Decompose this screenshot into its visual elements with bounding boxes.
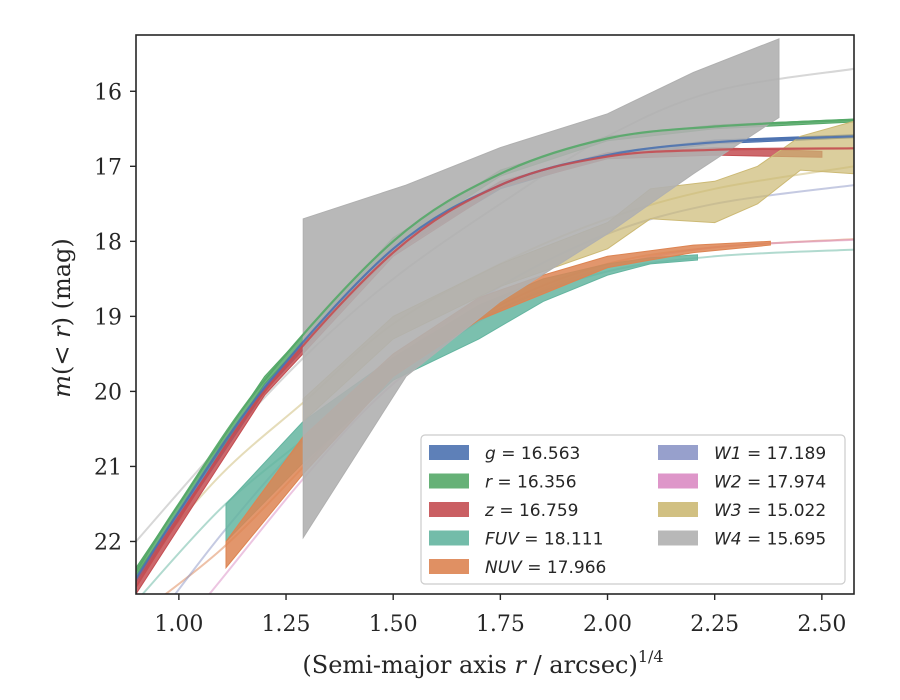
- legend-label-w4: W4 = 15.695: [714, 530, 826, 550]
- legend-label-r: r = 16.356: [485, 473, 577, 493]
- legend-label-w1: W1 = 17.189: [714, 444, 826, 464]
- legend-swatch-r: [429, 473, 469, 489]
- y-tick-label: 21: [94, 455, 122, 480]
- y-tick-label: 16: [94, 80, 122, 105]
- y-tick-label: 19: [94, 305, 122, 330]
- curve-top-r: [136, 118, 854, 573]
- legend-label-fuv: FUV = 18.111: [485, 530, 603, 550]
- x-tick-label: 2.25: [690, 612, 739, 637]
- legend-swatch-w2: [658, 473, 698, 489]
- x-axis-ticks: 1.00 1.25 1.50 1.75 2.00 2.25 2.50: [154, 594, 846, 637]
- curve-top-z: [136, 147, 854, 588]
- x-tick-label: 1.25: [262, 612, 311, 637]
- legend-box: [420, 434, 846, 585]
- legend-label-nuv: NUV = 17.966: [485, 558, 606, 578]
- legend-swatch-w1: [658, 445, 698, 460]
- y-tick-label: 18: [94, 230, 122, 255]
- y-axis-label: m(< r) (mag): [48, 238, 76, 398]
- legend-label-g: g = 16.563: [485, 444, 580, 464]
- y-tick-label: 20: [94, 380, 122, 405]
- legend-swatch-w3: [658, 502, 698, 517]
- legend-label-w3: W3 = 15.022: [714, 501, 826, 521]
- y-axis-ticks: 16 17 18 19 20 21 22: [94, 80, 136, 555]
- legend-label-z: z = 16.759: [484, 501, 578, 521]
- legend-swatch-nuv: [429, 559, 469, 574]
- plot-frame: [135, 34, 855, 595]
- legend-swatch-g: [429, 445, 469, 460]
- x-axis-label: (Semi-major axis r / arcsec)1/4: [302, 647, 663, 679]
- curve-top-g: [136, 135, 854, 580]
- x-tick-label: 1.75: [476, 612, 525, 637]
- legend-swatch-z: [429, 502, 469, 517]
- y-tick-label: 17: [94, 155, 122, 180]
- uncertainty-bands: [136, 38, 854, 594]
- x-tick-label: 1.50: [369, 612, 418, 637]
- legend-label-w2: W2 = 17.974: [714, 473, 826, 493]
- x-tick-label: 2.00: [583, 612, 632, 637]
- y-tick-label: 22: [94, 530, 122, 555]
- band-w4: [302, 38, 780, 540]
- x-tick-label: 2.50: [797, 612, 846, 637]
- legend-swatch-w4: [658, 530, 698, 546]
- legend: g = 16.563 r = 16.356 z = 16.759 FUV = 18.1…: [420, 434, 846, 585]
- legend-swatch-fuv: [429, 530, 469, 546]
- x-tick-label: 1.00: [154, 612, 203, 637]
